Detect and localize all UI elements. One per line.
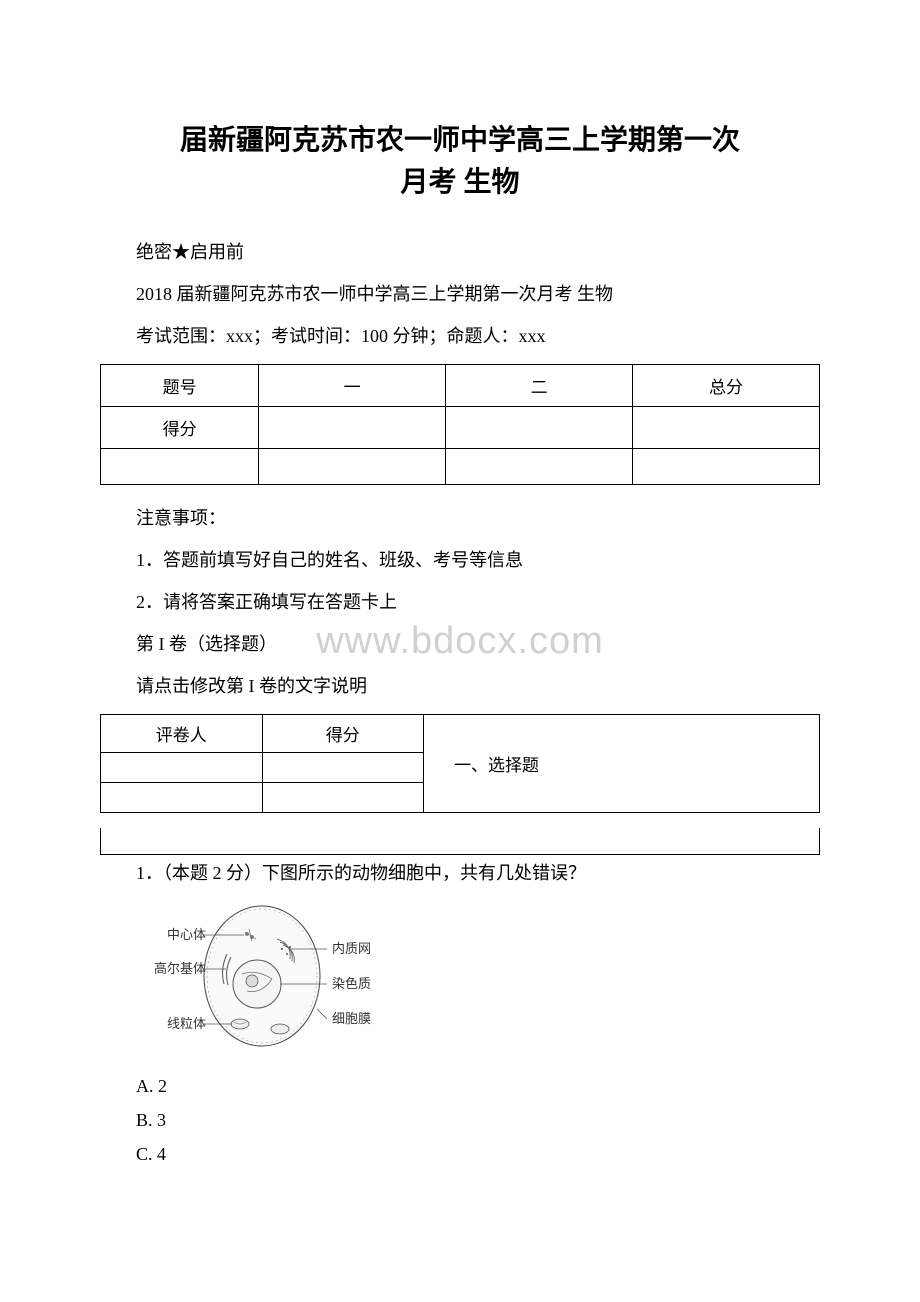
score-header-2: 二 [446, 365, 633, 407]
question-1: 1．（本题 2 分）下图所示的动物细胞中，共有几处错误？ [100, 855, 820, 891]
label-chromatin: 染色质 [332, 976, 371, 991]
table-row [101, 449, 820, 485]
section-1-title: 第 I 卷（选择题） [100, 626, 820, 662]
grader-cell [101, 828, 820, 854]
score-cell [633, 449, 820, 485]
table-row [101, 828, 820, 854]
score-cell [259, 449, 446, 485]
table-row [101, 783, 424, 813]
grader-cell [262, 753, 424, 783]
score-cell [633, 407, 820, 449]
label-golgi: 高尔基体 [154, 961, 206, 976]
grader-cell [101, 783, 263, 813]
title-line-1: 届新疆阿克苏市农一师中学高三上学期第一次 [180, 125, 740, 156]
options: A. 2 B. 3 C. 4 [136, 1069, 820, 1172]
table-row: 题号 一 二 总分 [101, 365, 820, 407]
table-row: 得分 [101, 407, 820, 449]
grader-header-1: 评卷人 [101, 715, 263, 753]
grader-table-wrap: 评卷人 得分 一、选择题 [100, 714, 820, 813]
cell-svg: 中心体 高尔基体 线粒体 内质网 染色质 细胞膜 [132, 899, 392, 1054]
cell-diagram: 中心体 高尔基体 线粒体 内质网 染色质 细胞膜 [132, 899, 820, 1059]
notice-2: 2．请将答案正确填写在答题卡上 [100, 584, 820, 620]
grader-header-2: 得分 [262, 715, 424, 753]
main-title: 届新疆阿克苏市农一师中学高三上学期第一次 月考 生物 [100, 120, 820, 204]
section-type-label: 一、选择题 [424, 714, 820, 813]
grader-table: 评卷人 得分 [100, 714, 424, 813]
label-membrane: 细胞膜 [332, 1011, 371, 1026]
label-mitochondria: 线粒体 [167, 1016, 206, 1031]
score-header-total: 总分 [633, 365, 820, 407]
notice-1: 1．答题前填写好自己的姓名、班级、考号等信息 [100, 542, 820, 578]
grader-cell [101, 753, 263, 783]
score-cell [446, 407, 633, 449]
label-er: 内质网 [332, 941, 371, 956]
secrecy-label: 绝密★启用前 [100, 234, 820, 270]
section-1-note: 请点击修改第 I 卷的文字说明 [100, 668, 820, 704]
table-row [101, 753, 424, 783]
score-row-label: 得分 [101, 407, 259, 449]
option-a: A. 2 [136, 1069, 820, 1103]
title-line-2: 月考 生物 [400, 167, 519, 198]
grader-cell [262, 783, 424, 813]
table-row: 评卷人 得分 [101, 715, 424, 753]
score-table: 题号 一 二 总分 得分 [100, 364, 820, 485]
score-cell [446, 449, 633, 485]
page-content: 届新疆阿克苏市农一师中学高三上学期第一次 月考 生物 绝密★启用前 2018 届… [100, 120, 820, 1171]
exam-info: 考试范围：xxx；考试时间：100 分钟；命题人：xxx [100, 318, 820, 354]
notice-title: 注意事项： [100, 500, 820, 536]
exam-subtitle: 2018 届新疆阿克苏市农一师中学高三上学期第一次月考 生物 [100, 276, 820, 312]
score-cell [101, 449, 259, 485]
grader-table-bottom [100, 828, 820, 855]
score-cell [259, 407, 446, 449]
label-centrosome: 中心体 [167, 927, 206, 942]
option-c: C. 4 [136, 1137, 820, 1171]
option-b: B. 3 [136, 1103, 820, 1137]
score-header-1: 一 [259, 365, 446, 407]
score-header-num: 题号 [101, 365, 259, 407]
